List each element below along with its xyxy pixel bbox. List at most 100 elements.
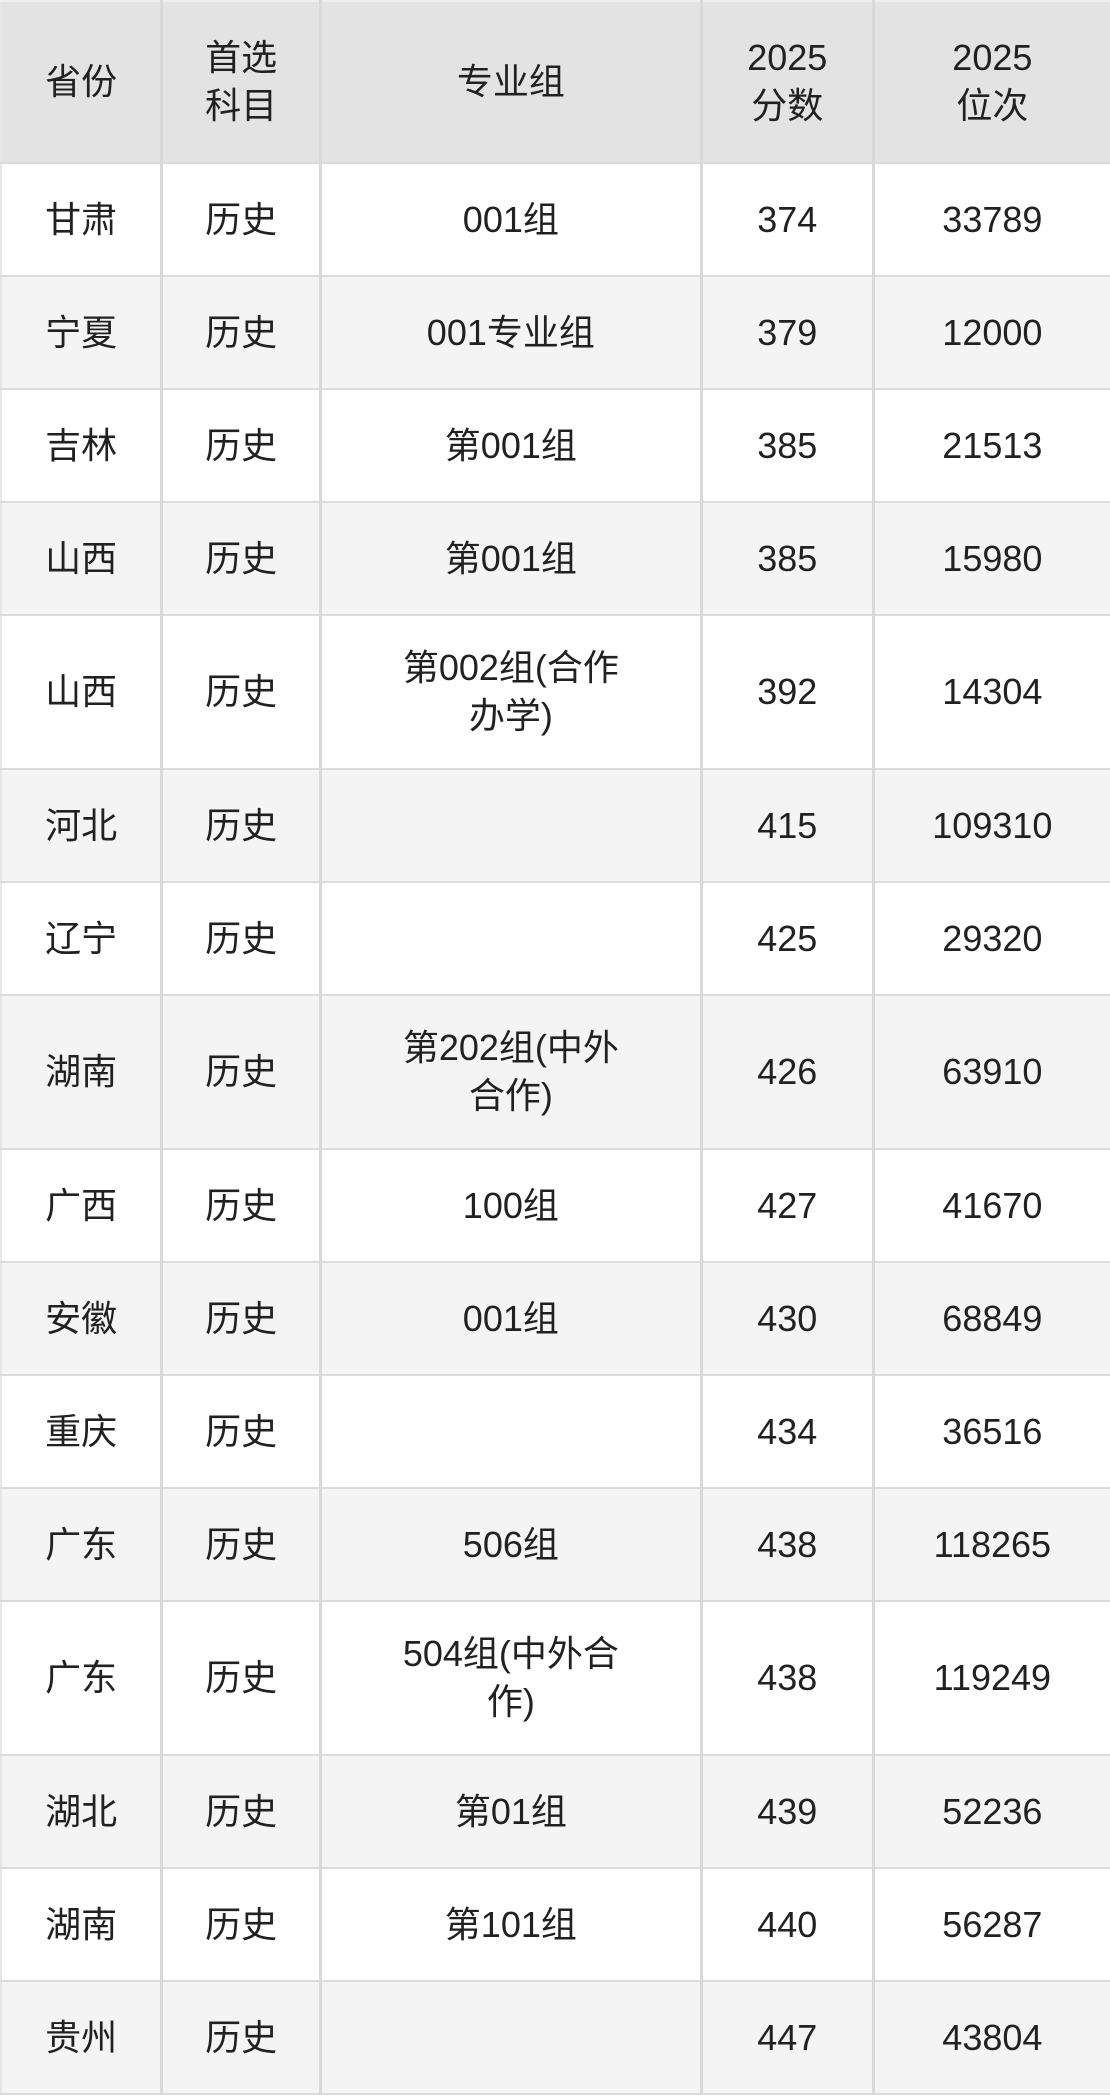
cell-group: 第001组 — [320, 502, 703, 616]
table-row: 甘肃 历史 001组 374 33789 — [1, 163, 1110, 277]
cell-group: 504组(中外合 作) — [320, 1601, 703, 1756]
cell-subject: 历史 — [161, 769, 322, 883]
table-row: 重庆 历史 434 36516 — [1, 1375, 1110, 1489]
cell-rank: 52236 — [873, 1755, 1110, 1869]
cell-group: 506组 — [320, 1488, 703, 1602]
table-row: 山西 历史 第002组(合作 办学) 392 14304 — [1, 615, 1110, 770]
col-header-subject: 首选 科目 — [161, 1, 322, 164]
cell-rank: 43804 — [873, 1981, 1110, 2095]
cell-group: 001组 — [320, 163, 703, 277]
cell-score: 434 — [701, 1375, 875, 1489]
cell-subject: 历史 — [161, 1755, 322, 1869]
cell-score: 447 — [701, 1981, 875, 2095]
cell-rank: 12000 — [873, 276, 1110, 390]
cell-score: 385 — [701, 502, 875, 616]
cell-group: 001组 — [320, 1262, 703, 1376]
table-row: 河北 历史 415 109310 — [1, 769, 1110, 883]
cell-group: 100组 — [320, 1149, 703, 1263]
col-header-rank-2025: 2025 位次 — [873, 1, 1110, 164]
cell-rank: 68849 — [873, 1262, 1110, 1376]
col-header-province: 省份 — [1, 1, 164, 164]
cell-province: 广东 — [1, 1601, 164, 1756]
cell-subject: 历史 — [161, 1375, 322, 1489]
cell-province: 河北 — [1, 769, 164, 883]
cell-province: 湖北 — [1, 1755, 164, 1869]
cell-group: 001专业组 — [320, 276, 703, 390]
col-header-group: 专业组 — [320, 1, 703, 164]
cell-rank: 41670 — [873, 1149, 1110, 1263]
cell-score: 430 — [701, 1262, 875, 1376]
cell-province: 湖南 — [1, 1868, 164, 1982]
cell-group — [320, 769, 703, 883]
cell-group: 第202组(中外 合作) — [320, 995, 703, 1150]
cell-province: 甘肃 — [1, 163, 164, 277]
cell-subject: 历史 — [161, 502, 322, 616]
cell-province: 贵州 — [1, 1981, 164, 2095]
cell-rank: 33789 — [873, 163, 1110, 277]
table-row: 广东 历史 506组 438 118265 — [1, 1488, 1110, 1602]
cell-group: 第01组 — [320, 1755, 703, 1869]
cell-subject: 历史 — [161, 1601, 322, 1756]
cell-subject: 历史 — [161, 1149, 322, 1263]
cell-group: 第101组 — [320, 1868, 703, 1982]
cell-province: 宁夏 — [1, 276, 164, 390]
cell-score: 440 — [701, 1868, 875, 1982]
table-row: 宁夏 历史 001专业组 379 12000 — [1, 276, 1110, 390]
cell-rank: 119249 — [873, 1601, 1110, 1756]
cell-group — [320, 1375, 703, 1489]
cell-group: 第002组(合作 办学) — [320, 615, 703, 770]
table-row: 贵州 历史 447 43804 — [1, 1981, 1110, 2095]
cell-subject: 历史 — [161, 276, 322, 390]
cell-province: 湖南 — [1, 995, 164, 1150]
cell-group — [320, 1981, 703, 2095]
cell-subject: 历史 — [161, 995, 322, 1150]
cell-province: 广西 — [1, 1149, 164, 1263]
cell-rank: 63910 — [873, 995, 1110, 1150]
cell-score: 379 — [701, 276, 875, 390]
cell-rank: 56287 — [873, 1868, 1110, 1982]
table-row: 安徽 历史 001组 430 68849 — [1, 1262, 1110, 1376]
cell-score: 425 — [701, 882, 875, 996]
table-row: 湖北 历史 第01组 439 52236 — [1, 1755, 1110, 1869]
cell-rank: 14304 — [873, 615, 1110, 770]
cell-subject: 历史 — [161, 1868, 322, 1982]
cell-score: 438 — [701, 1488, 875, 1602]
table-row: 广西 历史 100组 427 41670 — [1, 1149, 1110, 1263]
cell-rank: 29320 — [873, 882, 1110, 996]
cell-subject: 历史 — [161, 615, 322, 770]
table-row: 湖南 历史 第202组(中外 合作) 426 63910 — [1, 995, 1110, 1150]
table-row: 广东 历史 504组(中外合 作) 438 119249 — [1, 1601, 1110, 1756]
table-row: 湖南 历史 第101组 440 56287 — [1, 1868, 1110, 1982]
table-row: 山西 历史 第001组 385 15980 — [1, 502, 1110, 616]
cell-rank: 15980 — [873, 502, 1110, 616]
cell-rank: 109310 — [873, 769, 1110, 883]
cell-score: 438 — [701, 1601, 875, 1756]
cell-province: 山西 — [1, 502, 164, 616]
table-row: 辽宁 历史 425 29320 — [1, 882, 1110, 996]
cell-province: 吉林 — [1, 389, 164, 503]
cell-score: 385 — [701, 389, 875, 503]
cell-score: 426 — [701, 995, 875, 1150]
cell-rank: 21513 — [873, 389, 1110, 503]
cell-subject: 历史 — [161, 1488, 322, 1602]
cell-score: 392 — [701, 615, 875, 770]
cell-score: 439 — [701, 1755, 875, 1869]
cell-score: 374 — [701, 163, 875, 277]
table-body: 甘肃 历史 001组 374 33789 宁夏 历史 001专业组 379 12… — [1, 163, 1110, 2095]
cell-rank: 36516 — [873, 1375, 1110, 1489]
cell-group — [320, 882, 703, 996]
cell-province: 广东 — [1, 1488, 164, 1602]
table-header: 省份 首选 科目 专业组 2025 分数 2025 位次 — [1, 1, 1110, 164]
cell-province: 重庆 — [1, 1375, 164, 1489]
cell-subject: 历史 — [161, 389, 322, 503]
cell-province: 辽宁 — [1, 882, 164, 996]
cell-group: 第001组 — [320, 389, 703, 503]
cell-subject: 历史 — [161, 1262, 322, 1376]
cell-subject: 历史 — [161, 163, 322, 277]
cell-score: 415 — [701, 769, 875, 883]
cell-province: 山西 — [1, 615, 164, 770]
header-row: 省份 首选 科目 专业组 2025 分数 2025 位次 — [1, 1, 1110, 164]
table-row: 吉林 历史 第001组 385 21513 — [1, 389, 1110, 503]
cell-score: 427 — [701, 1149, 875, 1263]
